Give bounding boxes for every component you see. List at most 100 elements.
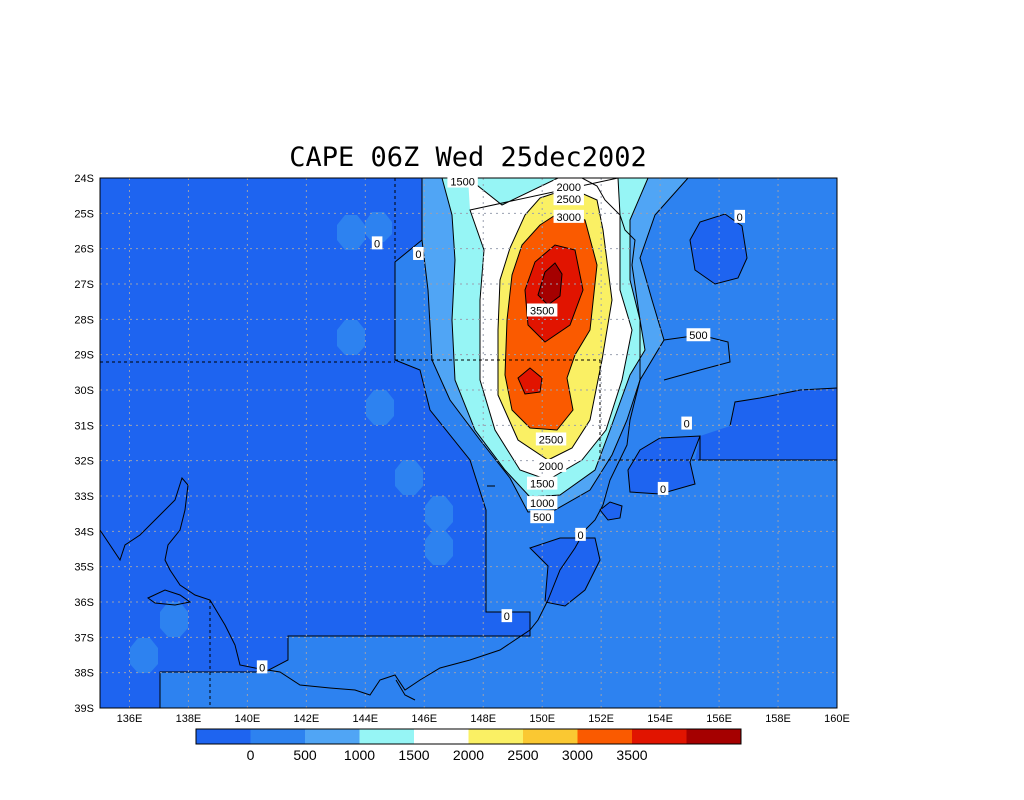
lat-tick-label: 30S [74,385,94,397]
lon-tick-label: 158E [765,713,791,725]
cell-9 [130,638,158,673]
contour-labels: 1500 200025003000350025002000150010005000… [256,174,746,674]
contour-label-bg [734,209,746,223]
lat-tick-label: 26S [74,244,94,256]
colorbar-swatch [577,729,633,744]
contour-label: 1000 [530,498,554,510]
lon-tick-label: 136E [117,713,143,725]
colorbar-swatch [632,729,687,744]
lat-tick-label: 36S [74,597,94,609]
cell-7 [425,530,453,565]
lat-tick-label: 37S [74,632,94,644]
colorbar-label: 500 [293,747,317,763]
cell-4 [366,390,394,425]
contour-label-bg [413,246,424,260]
contour-label: 3500 [530,306,554,318]
contour-label-bg [501,609,513,623]
lon-tick-label: 140E [235,713,261,725]
field-3000-3500-south [518,368,542,394]
contour-label-bg [535,432,567,446]
state-borders [100,178,837,708]
axis-tick-labels: 24S 25S 26S 27S 28S 29S 30S 31S 32S 33S 34S 35S 36S 3… [74,173,849,725]
field-below-0-sea [530,538,600,606]
colorbar-swatch [523,729,578,744]
contour-label-bg [686,328,711,342]
lon-tick-label: 154E [647,713,673,725]
lat-tick-label: 31S [74,420,94,432]
colorbar-swatch [414,729,469,744]
contour-label-bg [530,510,555,524]
contour-label-bg [657,481,669,495]
cell-2 [365,212,392,242]
contour-label-bg [553,179,584,193]
contour-label-bg [553,192,584,206]
contour-label-bg [527,303,558,317]
lat-tick-label: 28S [74,314,94,326]
colorbar-label: 1000 [344,747,375,763]
colorbar-label: 2000 [453,747,484,763]
field-below-0-small [600,502,622,520]
cell-3 [337,320,365,355]
contour-label: 0 [415,249,421,261]
lat-tick-label: 25S [74,208,94,220]
lon-tick-label: 150E [529,713,555,725]
colorbar-label: 3000 [562,747,593,763]
colorbar-frame [195,728,742,745]
lon-tick-label: 142E [294,713,320,725]
field-below-0-e [695,388,837,460]
contour-label-bg [447,174,478,188]
colorbar-label: 2500 [507,747,538,763]
lon-tick-label: 160E [824,713,850,725]
contour-label: 0 [660,484,666,496]
contour-label-bg [256,660,268,674]
colorbar-swatch [305,729,360,744]
lat-tick-label: 27S [74,279,94,291]
lat-tick-label: 39S [74,703,94,715]
field-below-0-west [100,178,530,708]
colorbar-label: 3500 [616,747,647,763]
cell-1 [337,215,365,250]
contour-label: 0 [684,419,690,431]
graticule [100,178,837,708]
contour-label: 0 [737,212,743,224]
contour-label: 1500 [450,177,474,189]
contour-label: 500 [533,512,551,524]
colorbar-swatch [250,729,306,744]
contour-label-bg [535,458,567,472]
cell-6 [425,496,453,531]
colorbar-swatch [686,729,742,744]
cell-8 [160,602,188,637]
lon-tick-label: 146E [411,713,437,725]
lon-tick-label: 156E [706,713,732,725]
colorbar-label: 1500 [398,747,429,763]
contour-lines [159,178,837,708]
colorbar-swatch [468,729,524,744]
lat-tick-label: 38S [74,668,94,680]
contour-label: 2500 [539,434,563,446]
colorbar: 0 500 1000 1500 2000 2500 3000 3500 [195,728,742,763]
lat-tick-label: 34S [74,526,94,538]
cell-5 [395,460,423,495]
lat-tick-label: 35S [74,562,94,574]
contour-label-bg [575,527,586,541]
contour-label-bg [371,236,383,250]
contour-label-bg [527,496,558,510]
lat-tick-label: 24S [74,173,94,185]
contour-label: 0 [504,611,510,623]
colorbar-swatch [359,729,415,744]
contour-label: 2000 [556,182,580,194]
lon-tick-label: 144E [352,713,378,725]
lat-tick-label: 33S [74,491,94,503]
lon-tick-label: 148E [470,713,496,725]
lon-tick-label: 138E [176,713,202,725]
contour-label: 3000 [556,212,580,224]
field-below-0-sw [628,436,700,494]
map-title: CAPE 06Z Wed 25dec2002 [289,142,647,173]
contour-label: 0 [259,662,265,674]
contour-label-bg [681,416,692,430]
colorbar-label: 0 [247,747,255,763]
contour-label: 1500 [530,479,554,491]
map-plot-area: 1500 200025003000350025002000150010005000… [74,173,849,725]
contour-label: 0 [374,238,380,250]
